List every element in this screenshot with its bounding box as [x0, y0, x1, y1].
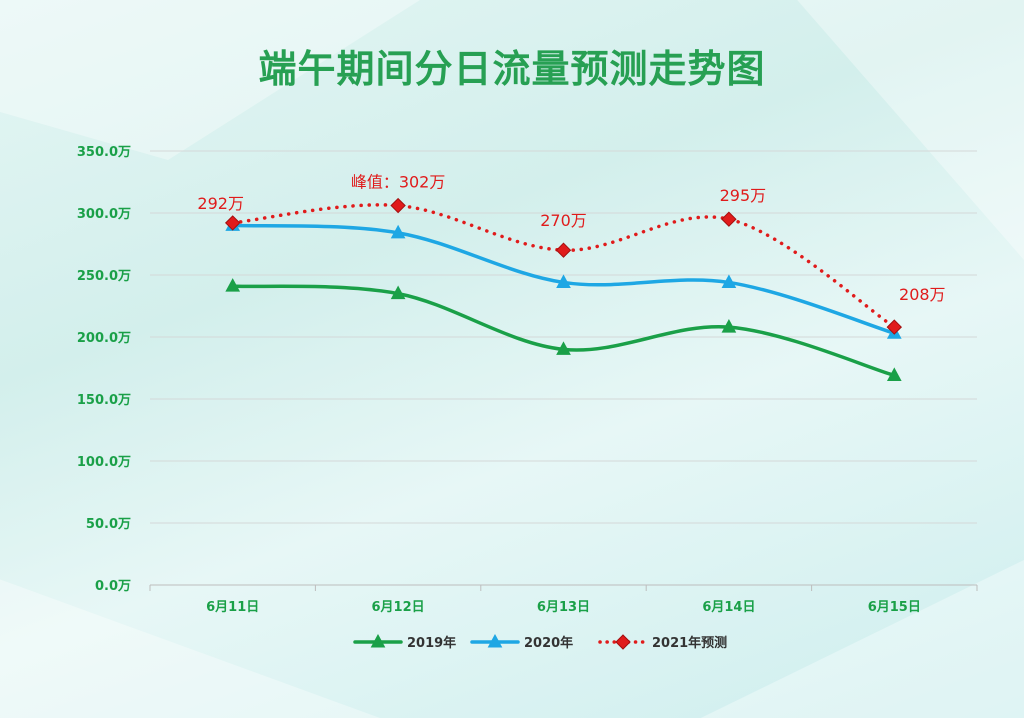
y-tick-label: 0.0万 [95, 579, 131, 594]
legend-label: 2021年预测 [652, 635, 727, 651]
data-point [886, 367, 902, 381]
data-point [721, 211, 737, 227]
data-point [225, 278, 241, 292]
legend-label: 2020年 [524, 635, 573, 651]
y-tick-label: 250.0万 [77, 269, 131, 284]
data-point [555, 242, 572, 258]
data-label: 295万 [720, 186, 767, 205]
x-tick-label: 6月11日 [206, 600, 259, 615]
y-tick-label: 300.0万 [77, 207, 131, 222]
x-tick-label: 6月12日 [372, 600, 425, 615]
data-point [721, 274, 737, 288]
y-tick-label: 150.0万 [77, 393, 131, 408]
legend-marker [615, 634, 631, 650]
legend-marker [487, 633, 503, 648]
y-tick-label: 50.0万 [86, 517, 131, 532]
data-point [886, 319, 903, 335]
chart-title: 端午期间分日流量预测走势图 [258, 47, 766, 91]
data-label: 292万 [197, 194, 244, 213]
x-tick-label: 6月13日 [537, 600, 590, 615]
legend-label: 2019年 [407, 635, 456, 651]
x-tick-label: 6月15日 [868, 600, 921, 615]
y-tick-label: 200.0万 [77, 331, 131, 346]
data-label: 270万 [540, 211, 587, 230]
data-point [390, 285, 406, 300]
y-tick-label: 100.0万 [77, 455, 131, 470]
data-point [390, 197, 406, 214]
data-point [721, 319, 737, 333]
y-tick-label: 350.0万 [77, 145, 131, 160]
data-point [224, 215, 241, 231]
data-label: 208万 [899, 285, 946, 304]
legend-marker [370, 633, 386, 648]
data-point [556, 274, 571, 288]
data-point [556, 341, 571, 355]
data-label: 峰值：302万 [351, 173, 446, 192]
x-tick-label: 6月14日 [702, 600, 755, 615]
data-point [390, 224, 406, 239]
